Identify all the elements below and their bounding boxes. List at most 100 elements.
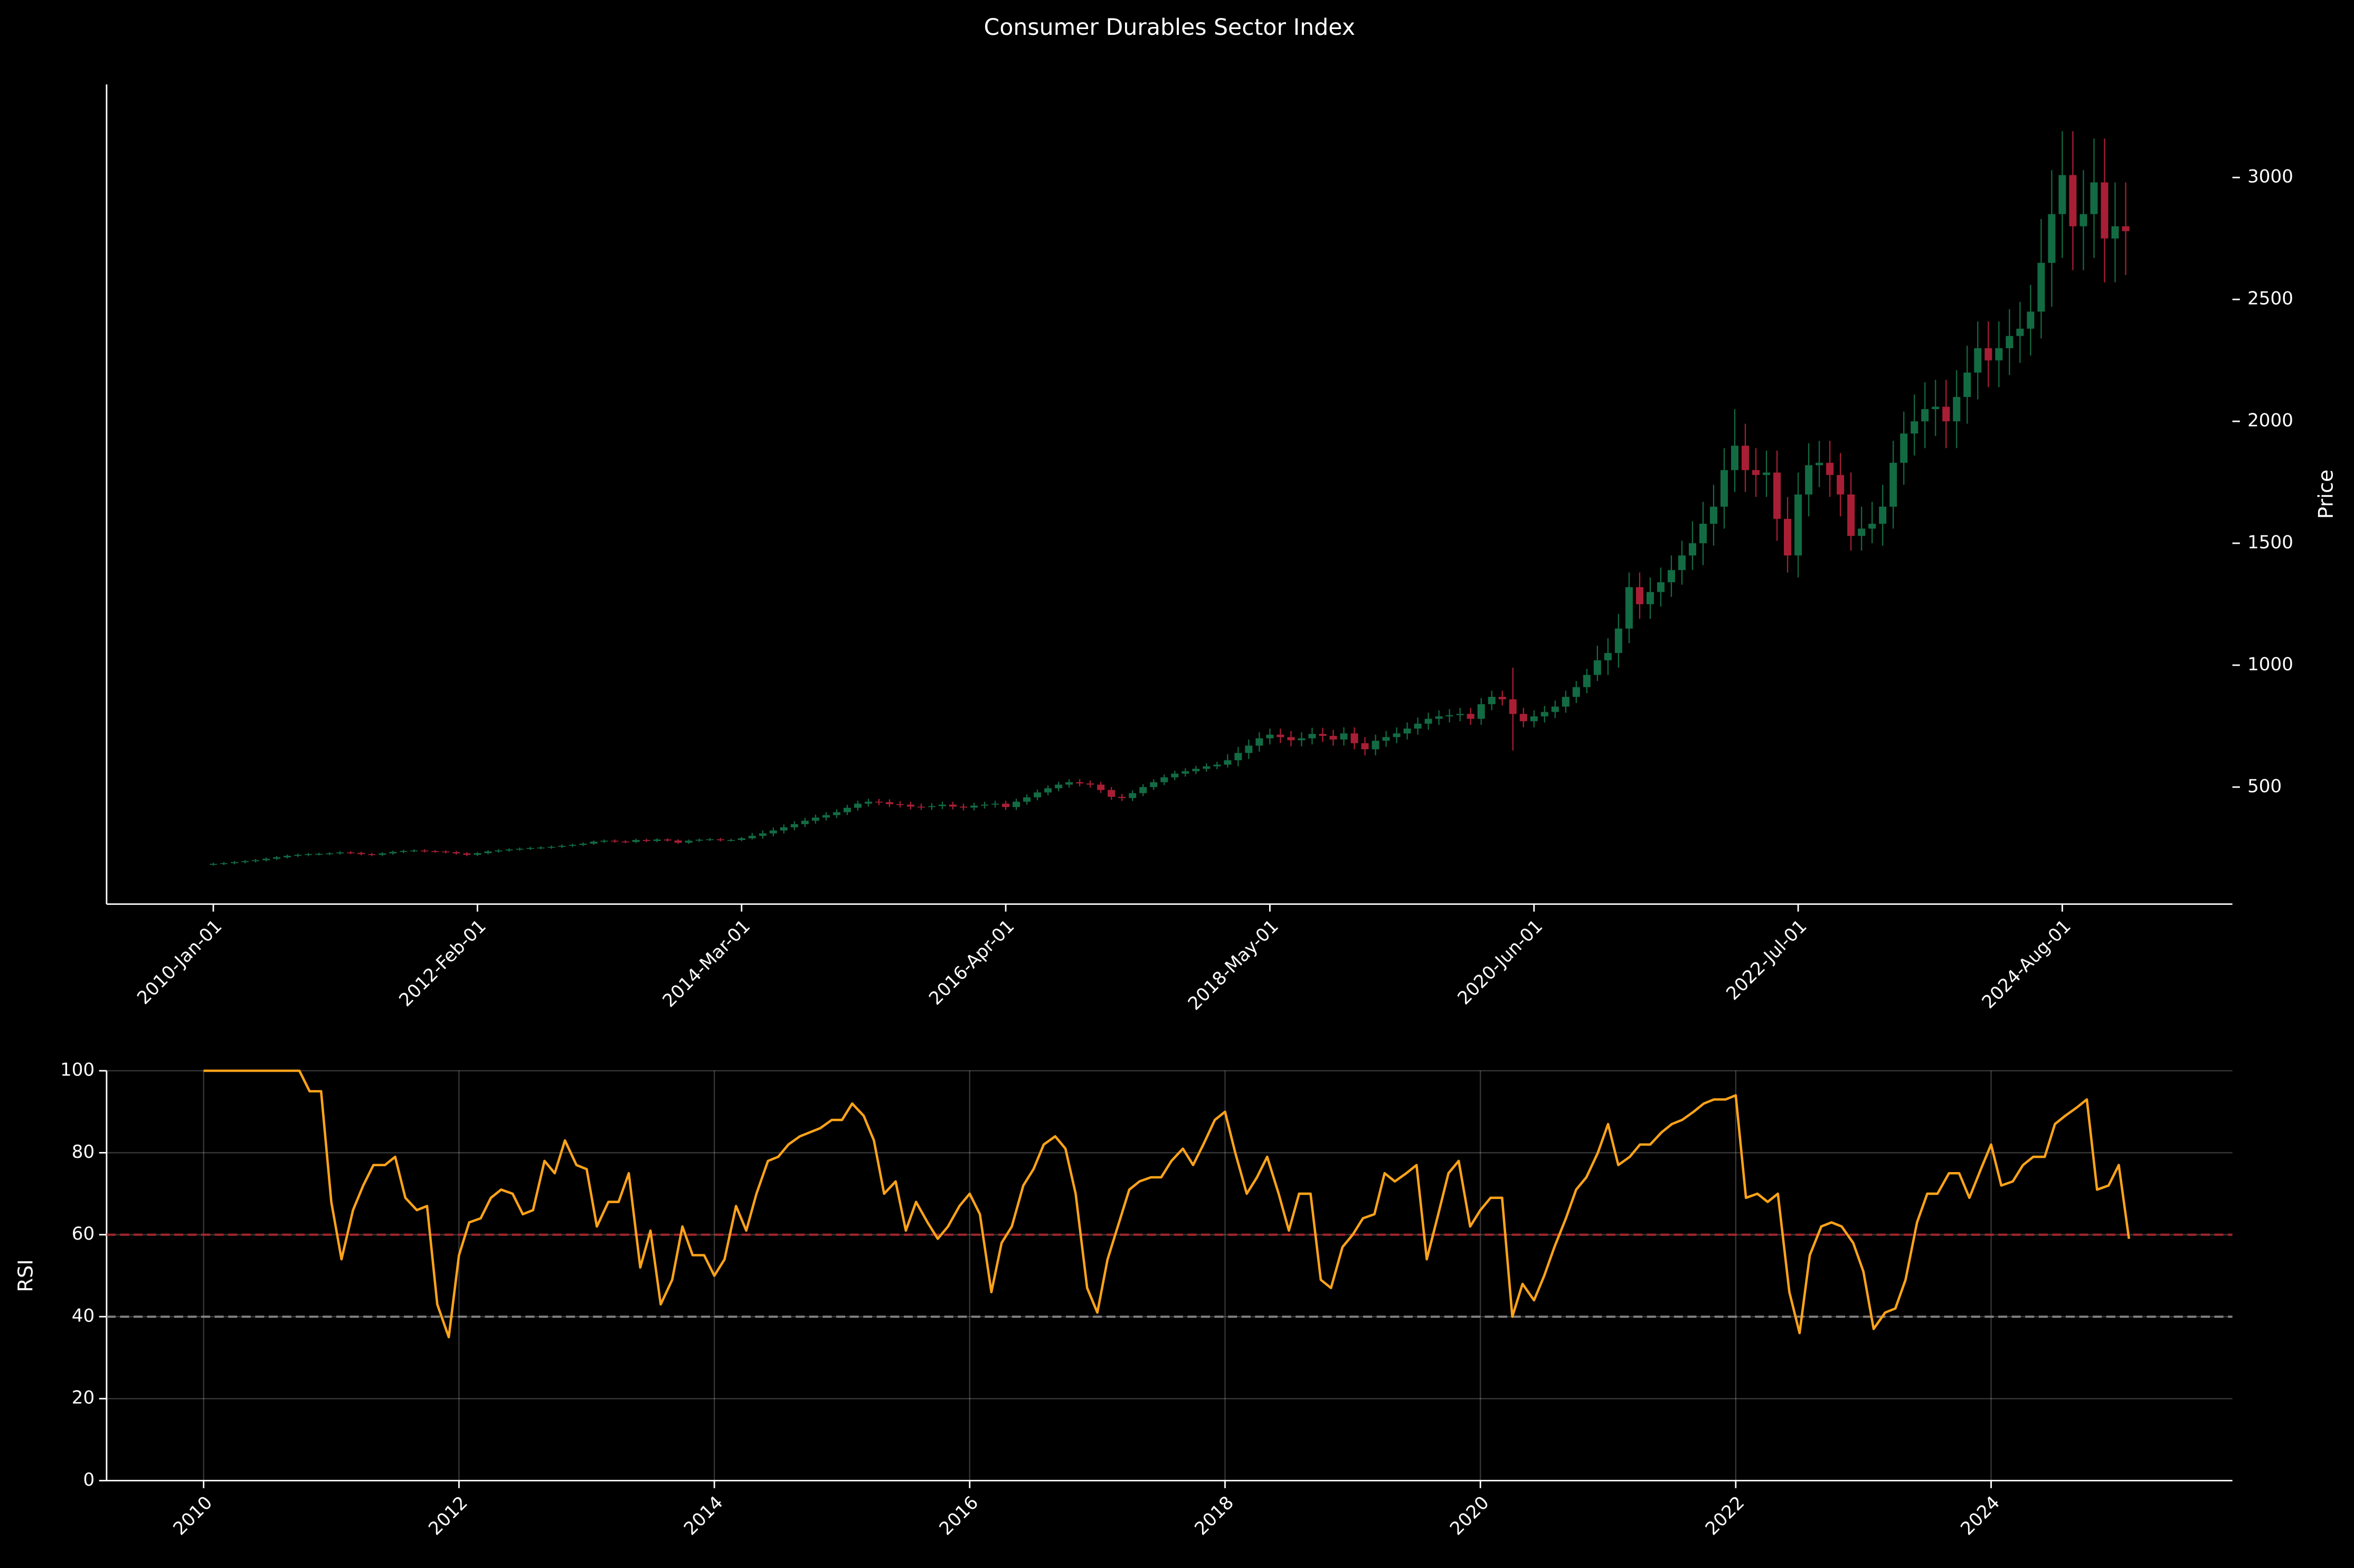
candle-body (1192, 769, 1200, 771)
candle-body (2027, 311, 2035, 329)
candle-body (463, 853, 471, 855)
candle-body (442, 851, 450, 853)
candle-body (1023, 797, 1031, 802)
candle-body (1974, 348, 1982, 373)
y-tick-label: 40 (72, 1305, 94, 1326)
candle-body (1319, 734, 1327, 736)
candle-body (1150, 782, 1158, 787)
candle-body (1921, 409, 1929, 422)
candle-body (1224, 760, 1232, 765)
candle-body (1203, 766, 1211, 769)
candle-body (1688, 543, 1696, 556)
candle-body (1055, 785, 1063, 789)
candle-body (1160, 777, 1168, 782)
candle-body (1540, 712, 1548, 716)
candle-body (474, 853, 481, 855)
y-tick-label: 0 (83, 1469, 94, 1490)
candle-body (1403, 728, 1411, 734)
candle-body (1266, 734, 1274, 739)
candle-body (505, 849, 513, 851)
candle-body (1255, 738, 1263, 746)
candle-body (2006, 336, 2013, 348)
chart-title: Consumer Durables Sector Index (984, 14, 1355, 41)
candle-body (252, 860, 260, 862)
candle-body (1911, 421, 1918, 434)
candle-body (410, 850, 418, 852)
candle-body (1456, 714, 1464, 715)
candle-body (2058, 175, 2066, 214)
candle-body (1329, 735, 1337, 740)
candle-body (347, 852, 355, 854)
candle-body (960, 806, 968, 808)
candle-body (885, 802, 893, 805)
candle-body (2016, 328, 2024, 336)
candle-body (1678, 555, 1686, 570)
candle-body (1044, 788, 1052, 792)
candle-body (431, 851, 439, 852)
candle-body (1900, 433, 1908, 463)
candle-body (748, 836, 756, 838)
candle-body (231, 862, 239, 863)
candle-body (875, 801, 883, 803)
candle-body (1984, 348, 1992, 361)
candle-body (1699, 524, 1707, 543)
candle-body (716, 839, 724, 840)
candle-body (283, 856, 291, 857)
candle-body (1519, 714, 1527, 722)
candle-body (516, 848, 524, 850)
candle-body (1097, 785, 1105, 790)
candle-body (917, 806, 925, 808)
candle-body (389, 852, 397, 854)
candle-body (1720, 470, 1728, 507)
candle-body (1298, 738, 1306, 741)
candle-body (1635, 587, 1643, 604)
candle-body (1646, 592, 1654, 604)
candle-body (2111, 226, 2119, 239)
candle-body (2069, 175, 2077, 226)
candle-body (621, 841, 629, 843)
candle-body (738, 838, 745, 840)
candle-body (970, 805, 978, 808)
candle-body (1002, 804, 1010, 807)
candle-body (801, 820, 809, 825)
candle-body (759, 833, 767, 836)
candle-body (1498, 696, 1506, 700)
candle-body (326, 853, 334, 855)
candle-body (484, 851, 492, 853)
candle-body (780, 827, 788, 831)
candle-body (590, 842, 598, 844)
candle-body (220, 863, 228, 864)
candle-body (1995, 348, 2003, 361)
candle-body (379, 853, 386, 855)
candle-body (938, 805, 946, 806)
candle-body (1551, 706, 1559, 712)
candle-body (843, 808, 851, 813)
y-tick-label: 3000 (2247, 166, 2293, 187)
candle-body (1731, 446, 1739, 470)
candle-body (706, 839, 714, 840)
candle-body (1181, 771, 1189, 774)
candle-body (1509, 699, 1517, 714)
candle-body (1245, 745, 1253, 753)
y-tick-label: 2000 (2247, 410, 2293, 431)
candle-body (1424, 719, 1432, 724)
candle-body (1593, 660, 1601, 675)
candle-body (1287, 737, 1295, 741)
candle-body (452, 852, 460, 854)
candle-body (949, 805, 957, 807)
candle-body (2079, 214, 2087, 226)
candle-body (1361, 743, 1369, 750)
candle-body (1709, 506, 1717, 524)
y-tick-label: 1500 (2247, 532, 2293, 553)
candle-body (2122, 226, 2130, 231)
candle-body (336, 852, 344, 854)
candle-body (1350, 733, 1358, 743)
candle-body (1625, 587, 1633, 629)
candle-body (981, 805, 989, 806)
candle-body (2048, 214, 2056, 263)
y-axis-label: Price (2314, 469, 2338, 519)
candle-body (1826, 462, 1834, 475)
candle-body (1277, 734, 1284, 738)
